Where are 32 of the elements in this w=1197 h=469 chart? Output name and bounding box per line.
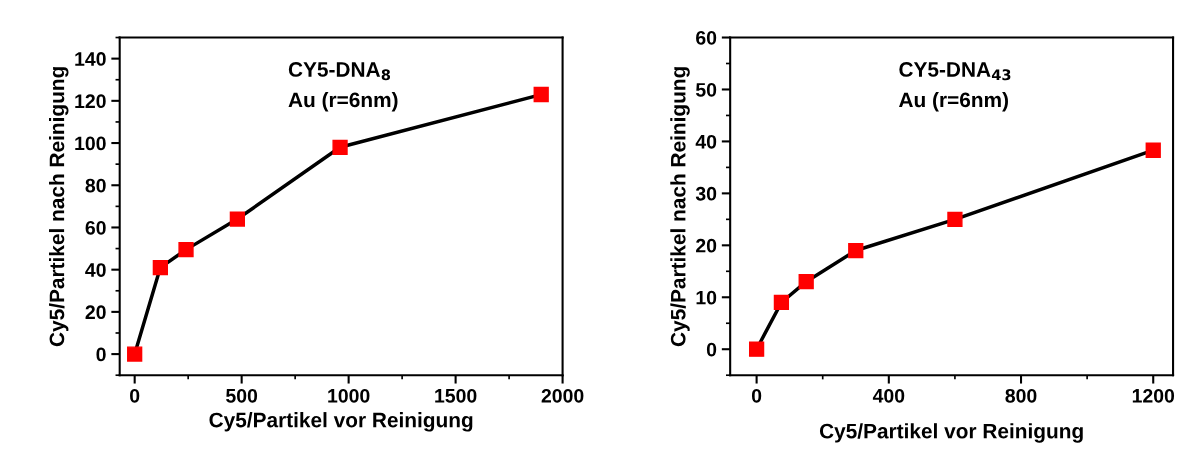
y-tick-label: 30 [695, 186, 717, 201]
x-tick-label: 800 [1005, 388, 1037, 403]
x-axis-title: Cy5/Partikel vor Reinigung [209, 412, 473, 432]
x-tick-label: 500 [226, 388, 258, 403]
annotation: CY5-DNA$_{8}$ [288, 62, 391, 81]
x-tick-label: 1200 [1132, 388, 1175, 403]
annotation: CY5-DNA$_{43}$ [899, 62, 1011, 81]
y-tick-label: 60 [696, 30, 717, 45]
x-tick-label: 0 [130, 388, 140, 403]
x-tick-label: 1500 [435, 388, 477, 403]
y-tick-label: 100 [75, 136, 106, 151]
x-tick-label: 2000 [541, 388, 584, 403]
annotation: Au (r=6nm) [898, 91, 1008, 112]
y-tick-label: 80 [85, 178, 106, 193]
y-tick-label: 140 [75, 52, 106, 66]
y-tick-label: 0 [706, 342, 717, 357]
annotation: Au (r=6nm) [288, 91, 398, 112]
y-tick-label: 10 [696, 290, 717, 305]
x-axis-title: Cy5/Partikel vor Reinigung [819, 423, 1083, 443]
y-tick-label: 40 [85, 263, 106, 277]
x-tick-label: 0 [751, 388, 762, 403]
y-tick-label: 0 [96, 347, 106, 362]
y-axis-title: Cy5/Partikel nach Reinigung [670, 67, 690, 347]
y-tick-label: 20 [696, 238, 717, 253]
y-tick-label: 60 [85, 220, 106, 235]
y-tick-label: 20 [85, 305, 106, 320]
y-tick-label: 50 [695, 82, 717, 97]
x-tick-label: 1000 [328, 388, 370, 403]
y-tick-label: 40 [695, 134, 717, 149]
y-tick-label: 120 [75, 94, 106, 109]
x-tick-label: 400 [872, 388, 905, 403]
y-axis-title: Cy5/Partikel nach Reinigung [49, 67, 69, 347]
